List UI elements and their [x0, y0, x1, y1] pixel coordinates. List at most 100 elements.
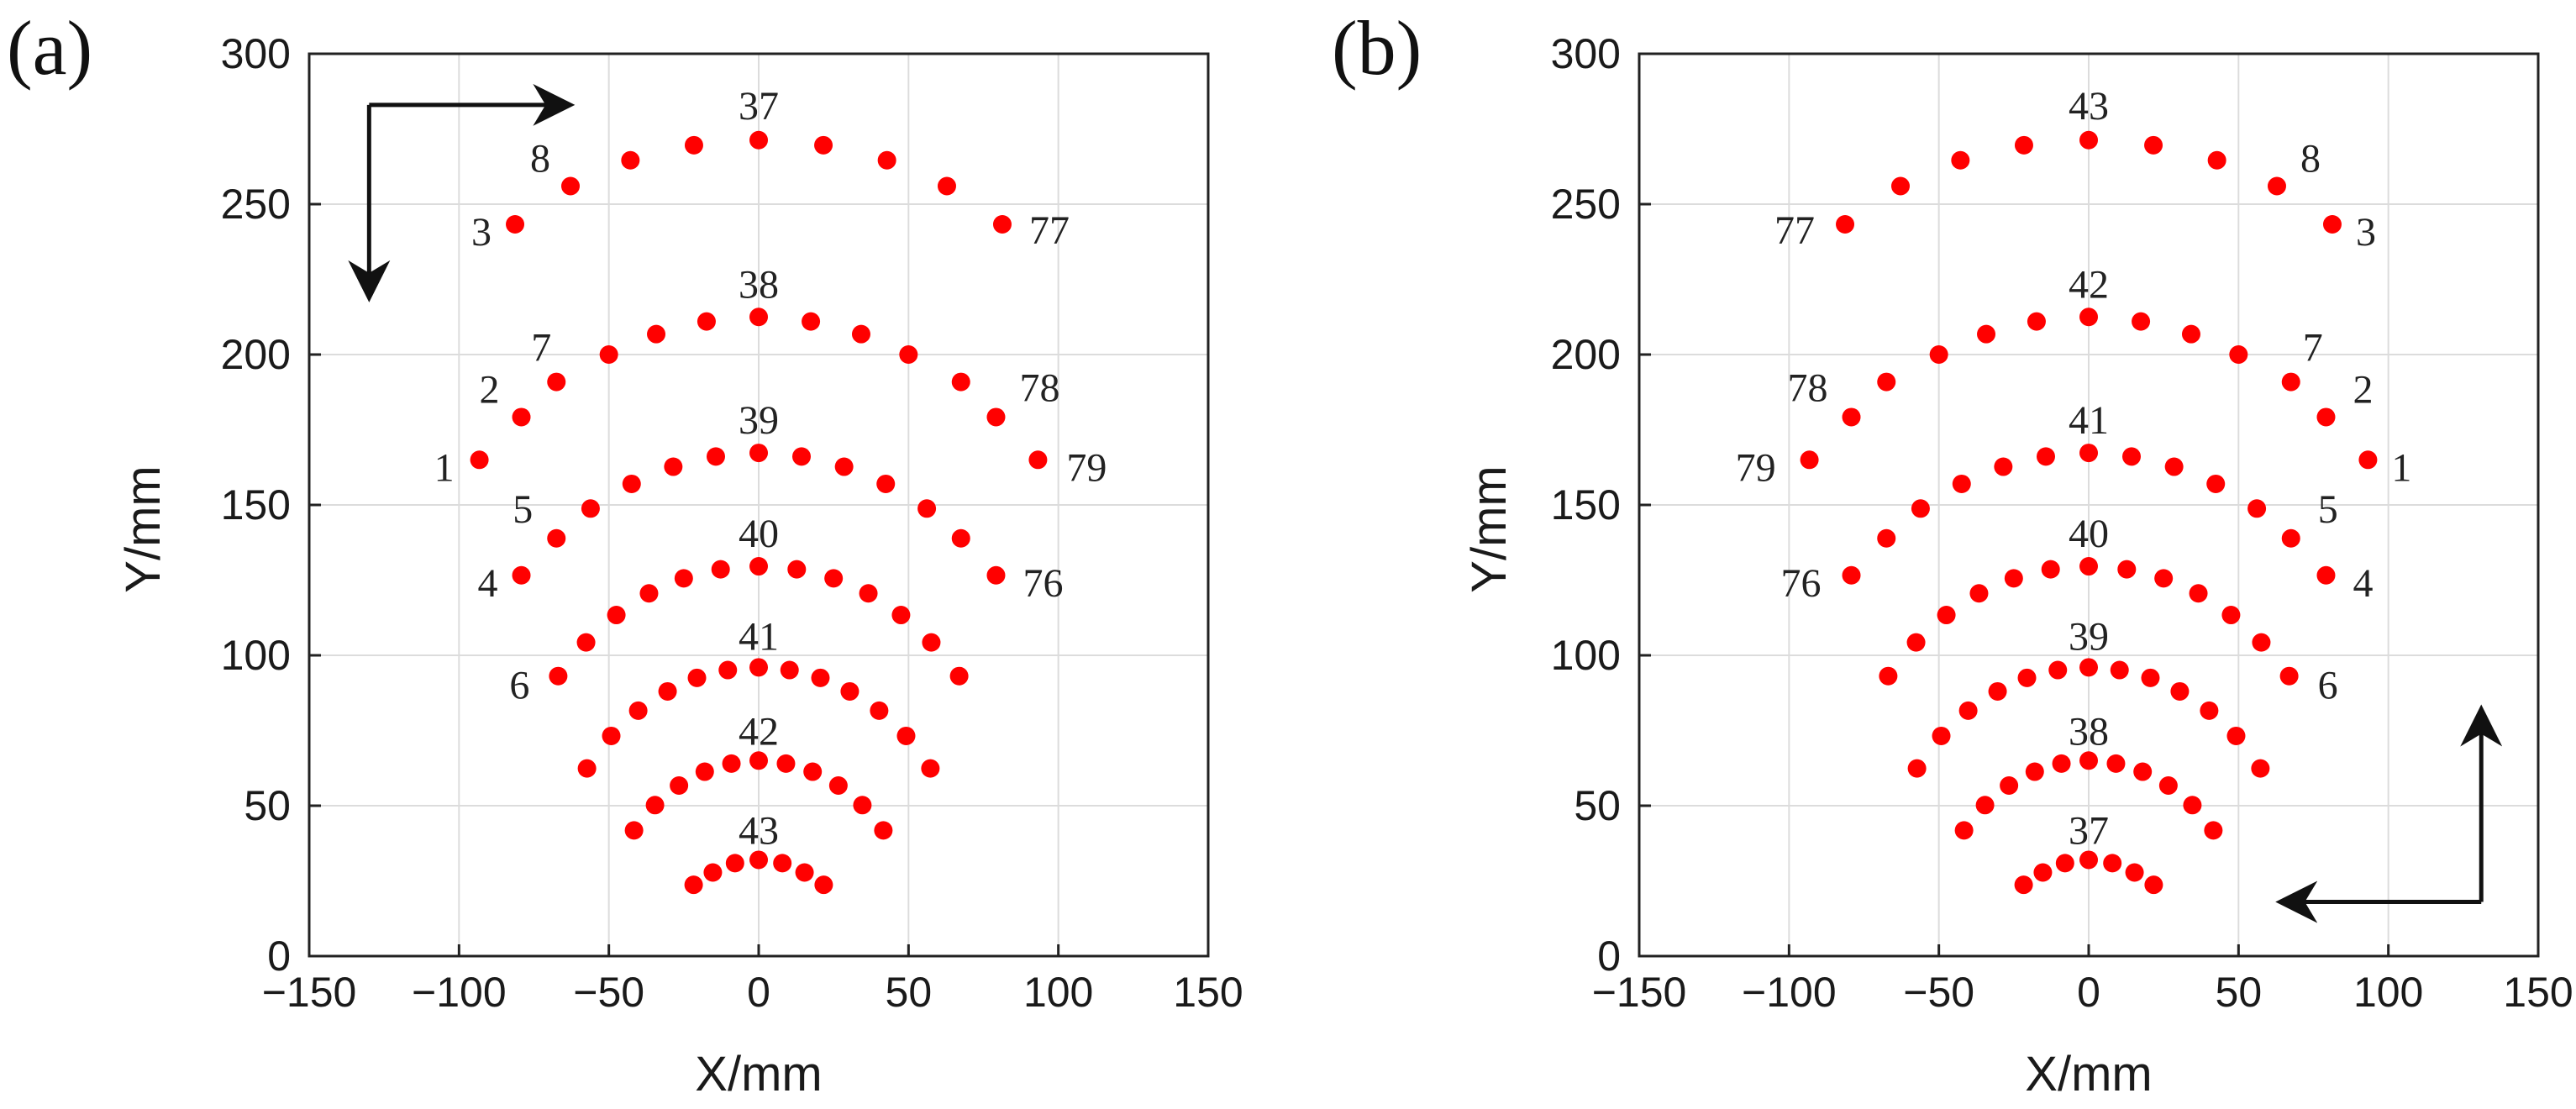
panel-b-point-label: 6 [2318, 664, 2338, 708]
panel-a-x-tick-label: 150 [1173, 969, 1243, 1016]
panel-a-data-point [506, 214, 525, 234]
panel-a-data-point [749, 557, 768, 576]
panel-b-x-tick-label: −150 [1592, 969, 1687, 1016]
panel-a-data-point [949, 666, 969, 686]
panel-a-data-point [780, 660, 799, 680]
panel-a-data-point [811, 668, 830, 687]
panel-b-data-point [2181, 324, 2200, 344]
panel-a-data-point [921, 759, 940, 778]
panel-b-data-point [2316, 407, 2336, 427]
panel-a-data-point [859, 584, 878, 603]
panel-b-label: (b) [1332, 5, 1422, 91]
panel-b-data-point [2252, 633, 2271, 652]
panel-b-y-tick-label: 300 [1551, 30, 1621, 77]
panel-b-data-point [2183, 796, 2202, 815]
panel-b-data-point [2358, 450, 2378, 470]
panel-a-data-point [787, 560, 807, 579]
panel-b-data-point [2079, 751, 2098, 770]
panel-b-data-point [2055, 854, 2074, 873]
panel-a-data-point [703, 863, 723, 882]
panel-b-data-point [1836, 214, 1855, 234]
panel-a-data-point [870, 701, 889, 720]
panel-b-point-label: 37 [2069, 808, 2109, 853]
panel-a-data-point [622, 474, 641, 493]
panel-a-data-point [922, 633, 941, 652]
panel-b-data-point [1842, 565, 1861, 585]
panel-a-data-point [814, 875, 833, 895]
panel-a-data-point [828, 776, 848, 796]
panel-b-x-tick-label: 100 [2353, 969, 2423, 1016]
panel-b-point-label: 78 [1788, 365, 1828, 410]
panel-b-data-point [1994, 457, 2013, 476]
panel-b-data-point [2281, 372, 2300, 392]
panel-a-point-label: 79 [1066, 445, 1107, 490]
panel-a-data-point [645, 796, 665, 815]
panel-b-data-point [1952, 474, 1971, 493]
panel-b: (b) X/mm Y/mm −150 −100 −50 0 50 100 150 0 50 100… [1332, 5, 2573, 1101]
panel-b-data-point [2226, 726, 2246, 745]
panel-b-point-label: 41 [2069, 398, 2109, 443]
panel-a-data-point [749, 751, 768, 770]
panel-a-data-point [647, 324, 666, 344]
panel-a-data-point [581, 499, 600, 518]
panel-a-data-point [792, 447, 812, 466]
panel-a: (a) X/mm Y/mm −150 −100 −50 0 50 100 150 0 50 100… [7, 5, 1243, 1101]
panel-b-data-point [2133, 762, 2153, 781]
panel-a-point-label: 42 [739, 709, 779, 754]
panel-b-data-point [2079, 850, 2098, 870]
panel-b-point-label: 5 [2318, 487, 2338, 532]
panel-a-data-point [621, 150, 640, 170]
panel-b-data-point [2017, 668, 2037, 687]
panel-a-data-point [547, 372, 566, 392]
panel-b-data-point [1958, 701, 1978, 720]
panel-b-data-point [1977, 324, 1996, 344]
panel-a-x-tick-label: 50 [886, 969, 933, 1016]
panel-a-data-point [549, 666, 568, 686]
panel-a-data-point [803, 762, 823, 781]
panel-a-data-point [547, 528, 566, 548]
panel-a-y-tick-label: 150 [221, 481, 291, 528]
panel-a-x-tick-label: −100 [412, 969, 507, 1016]
panel-b-data-point [1951, 150, 1970, 170]
panel-a-data-point [986, 407, 1006, 427]
panel-a-data-point [802, 312, 821, 331]
panel-b-data-point [2154, 569, 2174, 588]
panel-b-point-label: 2 [2353, 367, 2373, 412]
panel-b-data-point [2033, 863, 2053, 882]
panel-b-data-point [1975, 796, 1995, 815]
panel-b-data-point [2048, 660, 2068, 680]
panel-b-point-label: 4 [2353, 561, 2373, 606]
panel-a-data-point [951, 372, 970, 392]
panel-a-point-label: 1 [434, 445, 455, 490]
panel-a-point-label: 37 [739, 84, 779, 129]
panel-b-data-point [2014, 875, 2033, 895]
panel-b-data-point [2170, 681, 2190, 701]
panel-b-data-point [2027, 312, 2046, 331]
panel-a-y-tick-label: 0 [267, 933, 291, 980]
panel-a-y-tick-label: 50 [244, 782, 291, 829]
panel-b-data-point [2189, 584, 2208, 603]
panel-b-point-label: 8 [2300, 137, 2321, 181]
panel-b-y-axis-label: Y/mm [1462, 465, 1517, 592]
panel-b-x-tick-label: 50 [2216, 969, 2263, 1016]
panel-b-data-point [2247, 499, 2267, 518]
panel-a-x-axis-label: X/mm [695, 1047, 822, 1101]
panel-a-data-point [814, 135, 833, 155]
panel-b-point-label: 76 [1781, 561, 1822, 606]
panel-a-data-point [607, 606, 626, 625]
panel-b-point-label: 7 [2303, 326, 2323, 371]
panel-b-data-point [1907, 759, 1927, 778]
panel-a-data-point [824, 569, 844, 588]
panel-a-x-tick-label: −50 [573, 969, 644, 1016]
panel-a-data-point [773, 854, 792, 873]
panel-b-x-axis-label: X/mm [2025, 1047, 2152, 1101]
panel-b-y-tick-label: 0 [1597, 933, 1621, 980]
panel-a-data-point [749, 130, 768, 150]
panel-a-data-point [876, 474, 896, 493]
panel-a-point-label: 78 [1019, 365, 1059, 410]
panel-b-x-tick-label: 150 [2503, 969, 2573, 1016]
panel-b-data-point [2079, 307, 2098, 327]
panel-a-data-point [877, 150, 896, 170]
panel-b-data-point [1800, 450, 1819, 470]
